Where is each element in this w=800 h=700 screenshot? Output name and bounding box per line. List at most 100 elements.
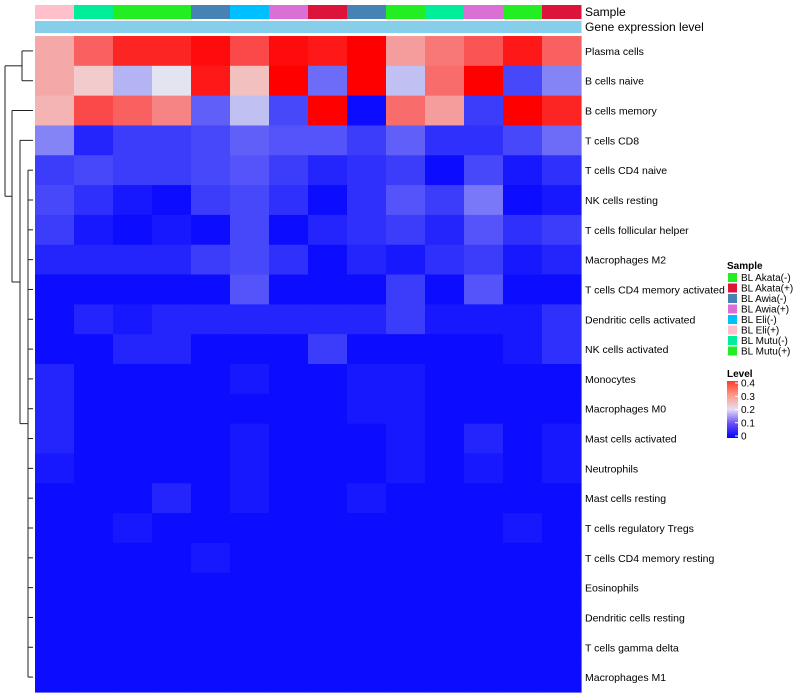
heatmap-cell — [464, 65, 504, 97]
heatmap-cell — [425, 244, 465, 276]
heatmap-cell — [425, 453, 465, 484]
heatmap-cell — [347, 632, 387, 663]
row-label: B cells naive — [585, 76, 644, 88]
heatmap-cell — [152, 274, 192, 305]
heatmap-cell — [347, 214, 387, 246]
heatmap-cell — [386, 185, 426, 216]
heatmap-cell — [308, 423, 348, 455]
heatmap-cell — [113, 513, 153, 544]
heatmap-cell — [464, 483, 504, 514]
heatmap-cell — [542, 393, 582, 425]
heatmap-cell — [269, 483, 309, 514]
heatmap-cell — [542, 423, 582, 455]
heatmap-cell — [230, 36, 270, 67]
heatmap-cell — [35, 244, 75, 276]
heatmap-cell — [113, 36, 153, 67]
heatmap-cell — [113, 572, 153, 604]
heatmap-cell — [191, 244, 231, 276]
gene-expression-track-cell — [503, 21, 543, 33]
heatmap-cell — [269, 95, 309, 127]
heatmap-cell — [152, 364, 192, 395]
heatmap-cell — [464, 662, 504, 693]
sample-legend-swatch — [728, 273, 737, 282]
heatmap-cell — [191, 662, 231, 693]
heatmap-cell — [35, 513, 75, 544]
heatmap-cell — [35, 214, 75, 246]
heatmap-cell — [386, 125, 426, 156]
heatmap-cell — [191, 602, 231, 633]
sample-track-cell — [269, 5, 309, 19]
heatmap-cell — [191, 483, 231, 514]
sample-track-cell — [425, 5, 465, 19]
heatmap-cell — [191, 364, 231, 395]
sample-legend-swatch — [728, 315, 737, 324]
heatmap-cells — [35, 36, 582, 693]
heatmap-cell — [35, 274, 75, 305]
heatmap-cell — [425, 393, 465, 425]
sample-track-cell — [503, 5, 543, 19]
heatmap-cell — [308, 185, 348, 216]
gene-expression-track-cell — [308, 21, 348, 33]
heatmap-cell — [230, 125, 270, 156]
gene-expression-track-cell — [386, 21, 426, 33]
heatmap-cell — [542, 662, 582, 693]
heatmap-cell — [113, 632, 153, 663]
heatmap-cell — [347, 542, 387, 574]
heatmap-cell — [425, 274, 465, 305]
heatmap-cell — [35, 125, 75, 156]
heatmap-cell — [464, 542, 504, 574]
heatmap-cell — [152, 632, 192, 663]
heatmap-cell — [191, 304, 231, 335]
heatmap-cell — [269, 185, 309, 216]
heatmap-cell — [191, 125, 231, 156]
gene-expression-track-cell — [191, 21, 231, 33]
heatmap-cell — [74, 572, 114, 604]
sample-track-cell — [347, 5, 387, 19]
heatmap-cell — [386, 662, 426, 693]
heatmap-cell — [113, 274, 153, 305]
heatmap-cell — [74, 364, 114, 395]
heatmap-cell — [191, 36, 231, 67]
heatmap-cell — [464, 453, 504, 484]
heatmap-cell — [386, 364, 426, 395]
heatmap-cell — [464, 572, 504, 604]
heatmap-cell — [152, 155, 192, 186]
heatmap-cell — [230, 602, 270, 633]
heatmap-cell — [230, 542, 270, 574]
level-tick-label: 0.4 — [741, 379, 755, 390]
heatmap-cell — [425, 65, 465, 97]
heatmap-cell — [191, 393, 231, 425]
heatmap-cell — [464, 274, 504, 305]
heatmap-cell — [113, 185, 153, 216]
row-label: T cells gamma delta — [585, 642, 679, 654]
sample-track-cell — [113, 5, 153, 19]
heatmap-cell — [74, 214, 114, 246]
heatmap-cell — [113, 542, 153, 574]
sample-track-label: Sample — [585, 5, 626, 19]
heatmap-cell — [347, 155, 387, 186]
heatmap-cell — [386, 393, 426, 425]
heatmap-cell — [269, 632, 309, 663]
row-label: Plasma cells — [585, 46, 644, 58]
heatmap-cell — [347, 65, 387, 97]
heatmap-cell — [113, 483, 153, 514]
heatmap-cell — [35, 572, 75, 604]
gene-expression-track-cell — [113, 21, 153, 33]
heatmap-cell — [503, 304, 543, 335]
heatmap-cell — [152, 244, 192, 276]
heatmap-cell — [308, 334, 348, 365]
heatmap-cell — [386, 483, 426, 514]
heatmap-cell — [542, 513, 582, 544]
heatmap-cell — [542, 95, 582, 127]
heatmap-cell — [425, 36, 465, 67]
sample-track-cell — [386, 5, 426, 19]
heatmap-cell — [152, 602, 192, 633]
heatmap-cell — [269, 65, 309, 97]
heatmap-cell — [269, 393, 309, 425]
heatmap-cell — [152, 483, 192, 514]
heatmap-cell — [542, 214, 582, 246]
heatmap-cell — [542, 483, 582, 514]
heatmap-cell — [425, 602, 465, 633]
heatmap-cell — [35, 334, 75, 365]
heatmap-cell — [269, 572, 309, 604]
